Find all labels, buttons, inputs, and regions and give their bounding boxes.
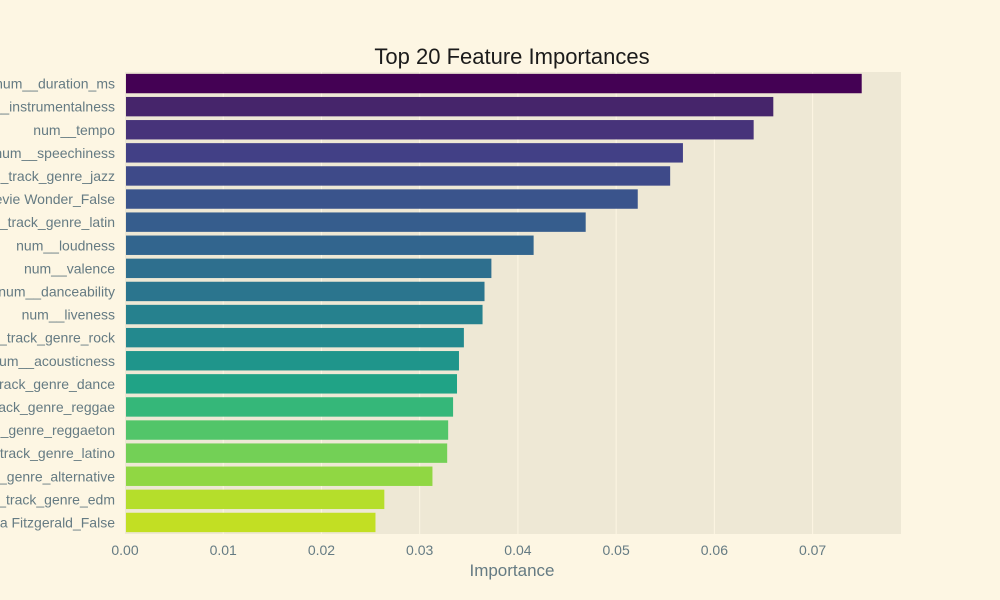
category-label: _genre_reggaeton [0,422,115,438]
bar [126,397,454,417]
category-label: _track_genre_latin [0,214,115,230]
category-label: evie Wonder_False [0,191,115,207]
x-tick-labels: 0.00 0.01 0.02 0.03 0.04 0.05 0.06 0.07 [111,542,826,558]
bar [126,96,774,117]
category-label: a Fitzgerald_False [0,514,115,530]
x-axis-title: Importance [469,561,554,580]
bar [126,443,448,463]
category-label: ack_genre_reggae [0,399,115,415]
category-label: num__valence [24,260,115,276]
category-label: num__liveness [22,307,115,323]
category-label: _track_genre_jazz [0,168,115,184]
bar [126,351,459,371]
bar [126,466,433,486]
x-tick-label: 0.07 [799,542,826,558]
category-label: num__tempo [33,122,115,138]
bar [126,420,449,440]
x-tick-label: 0.04 [504,542,531,558]
x-tick-label: 0.05 [603,542,630,558]
category-label: um__acousticness [0,353,115,369]
category-label: num__loudness [16,237,115,253]
bar [126,235,534,255]
x-tick-label: 0.02 [308,542,335,558]
x-tick-label: 0.01 [210,542,237,558]
bar [126,73,862,94]
category-label: __instrumentalness [0,99,115,115]
x-tick-label: 0.03 [406,542,433,558]
category-label: _track_genre_rock [0,330,116,346]
bar [126,120,754,140]
category-label: num__danceability [0,283,115,299]
bar [126,304,483,325]
plot-area [125,72,901,534]
category-labels: num__duration_ms __instrumentalness num__t… [0,76,116,531]
chart-title: Top 20 Feature Importances [374,44,649,69]
category-label: _track_genre_edm [0,491,115,507]
category-label: rack_genre_dance [0,376,115,392]
bar [126,327,464,348]
bar [126,258,492,279]
bar [126,143,683,163]
bar [126,374,458,394]
x-tick-label: 0.06 [701,542,728,558]
bars [126,73,862,533]
bar [126,489,385,510]
bar [126,212,586,232]
bar [126,189,638,209]
category-label: track_genre_latino [0,445,115,461]
bar [126,512,376,533]
category-label: _genre_alternative [0,468,115,484]
bar [126,166,671,186]
category-label: num__duration_ms [0,76,115,92]
x-tick-label: 0.00 [111,542,138,558]
category-label: num__speechiness [0,145,115,161]
bar [126,281,485,302]
